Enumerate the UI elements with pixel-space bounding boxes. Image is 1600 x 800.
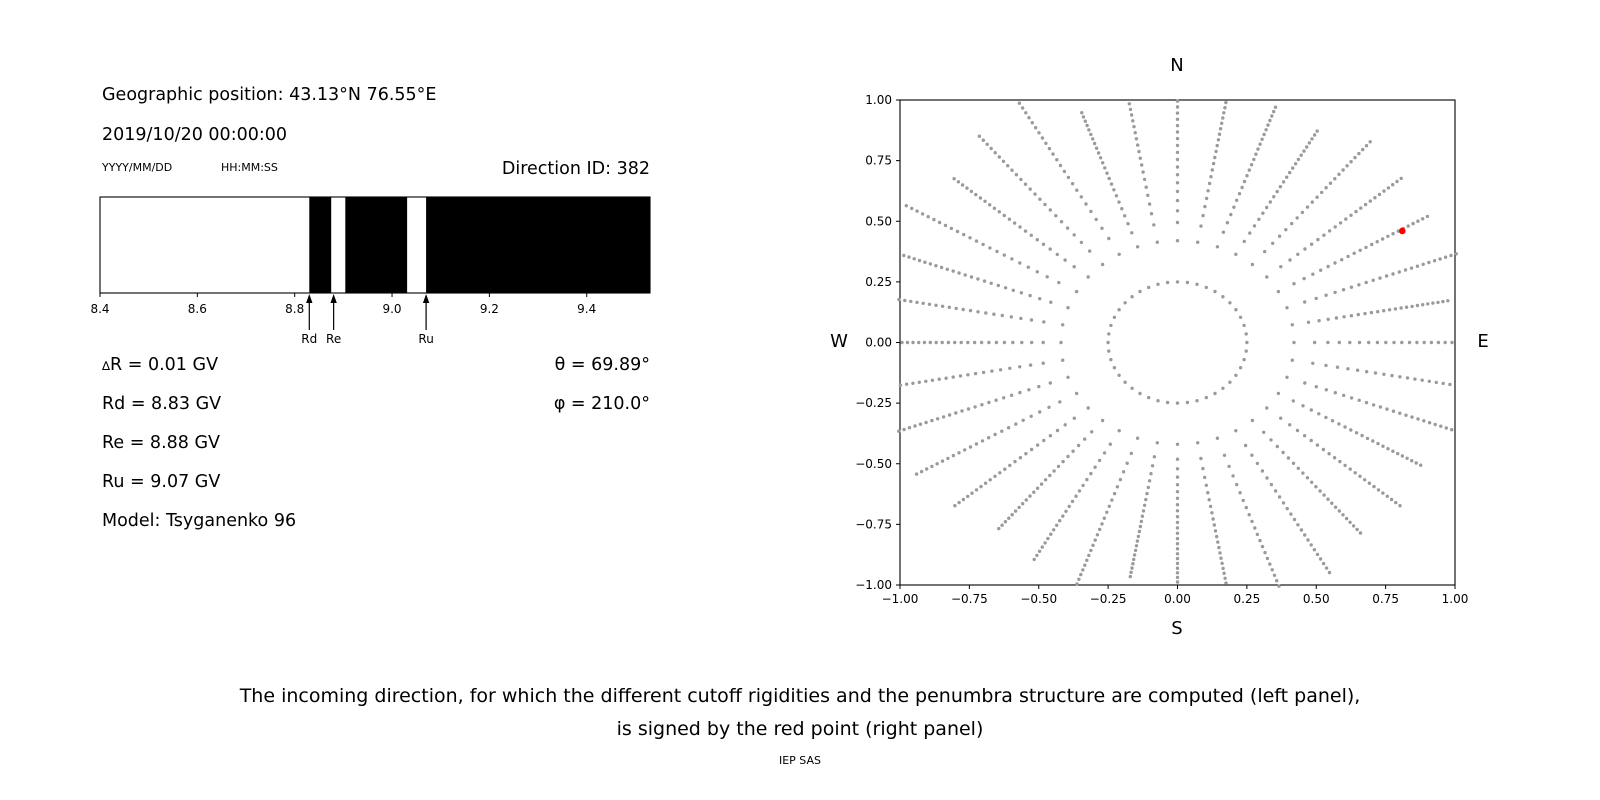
- svg-text:−0.25: −0.25: [855, 396, 892, 410]
- model-line: Model: Tsyganenko 96: [102, 511, 297, 531]
- svg-text:0.25: 0.25: [1234, 592, 1261, 606]
- penumbra-structure-chart: 8.4 8.6 8.8 9.0 9.2 9.4 Rd Re Ru: [90, 196, 651, 346]
- svg-text:0.00: 0.00: [1164, 592, 1191, 606]
- svg-text:8.4: 8.4: [90, 302, 109, 316]
- svg-text:Ru: Ru: [418, 332, 433, 346]
- datetime-value: 2019/10/20 00:00:00: [102, 125, 288, 145]
- svg-text:0.50: 0.50: [865, 214, 892, 228]
- time-format-hint: HH:MM:SS: [221, 161, 278, 174]
- svg-text:1.00: 1.00: [865, 93, 892, 107]
- caption-line2: is signed by the red point (right panel): [616, 718, 984, 740]
- red-point: [1398, 227, 1406, 235]
- compass-south-label: S: [1171, 618, 1183, 639]
- svg-text:0.25: 0.25: [865, 275, 892, 289]
- direction-id-label: Direction ID: 382: [501, 159, 650, 179]
- theta-value-line: θ = 69.89°: [554, 355, 650, 375]
- svg-text:9.0: 9.0: [382, 302, 401, 316]
- asymptotic-directions-chart: −1.00 −0.75 −0.50 −0.25 0.00 0.25 0.50 0.75 1.00…: [855, 93, 1469, 606]
- svg-text:Rd: Rd: [301, 332, 317, 346]
- phi-value-line: φ = 210.0°: [553, 394, 650, 414]
- svg-text:−0.25: −0.25: [1090, 592, 1127, 606]
- delta-r-value: R = 0.01 GV: [110, 355, 219, 375]
- caption-line1: The incoming direction, for which the di…: [239, 685, 1361, 707]
- svg-text:9.2: 9.2: [480, 302, 499, 316]
- ru-value-line: Ru = 9.07 GV: [102, 472, 221, 492]
- svg-text:−0.75: −0.75: [951, 592, 988, 606]
- svg-text:0.75: 0.75: [865, 154, 892, 168]
- compass-east-label: E: [1477, 331, 1489, 352]
- svg-text:0.50: 0.50: [1303, 592, 1330, 606]
- re-value-line: Re = 8.88 GV: [102, 433, 220, 453]
- rd-value-line: Rd = 8.83 GV: [102, 394, 222, 414]
- date-format-hint: YYYY/MM/DD: [102, 161, 173, 174]
- svg-text:0.75: 0.75: [1372, 592, 1399, 606]
- compass-west-label: W: [830, 331, 848, 352]
- svg-text:−1.00: −1.00: [882, 592, 919, 606]
- delta-r-line: ∆R = 0.01 GV: [102, 355, 218, 377]
- credit-label: IEP SAS: [778, 754, 822, 767]
- delta-symbol: ∆: [102, 359, 111, 373]
- svg-text:0.00: 0.00: [865, 336, 892, 350]
- svg-text:Re: Re: [326, 332, 341, 346]
- svg-text:1.00: 1.00: [1442, 592, 1469, 606]
- svg-text:−1.00: −1.00: [855, 578, 892, 592]
- svg-text:9.4: 9.4: [577, 302, 596, 316]
- compass-north-label: N: [1170, 55, 1184, 76]
- geographic-position-label: Geographic position: 43.13°N 76.55°E: [102, 85, 437, 105]
- svg-text:8.6: 8.6: [188, 302, 207, 316]
- svg-text:−0.50: −0.50: [855, 457, 892, 471]
- svg-text:−0.50: −0.50: [1020, 592, 1057, 606]
- svg-text:8.8: 8.8: [285, 302, 304, 316]
- svg-text:−0.75: −0.75: [855, 517, 892, 531]
